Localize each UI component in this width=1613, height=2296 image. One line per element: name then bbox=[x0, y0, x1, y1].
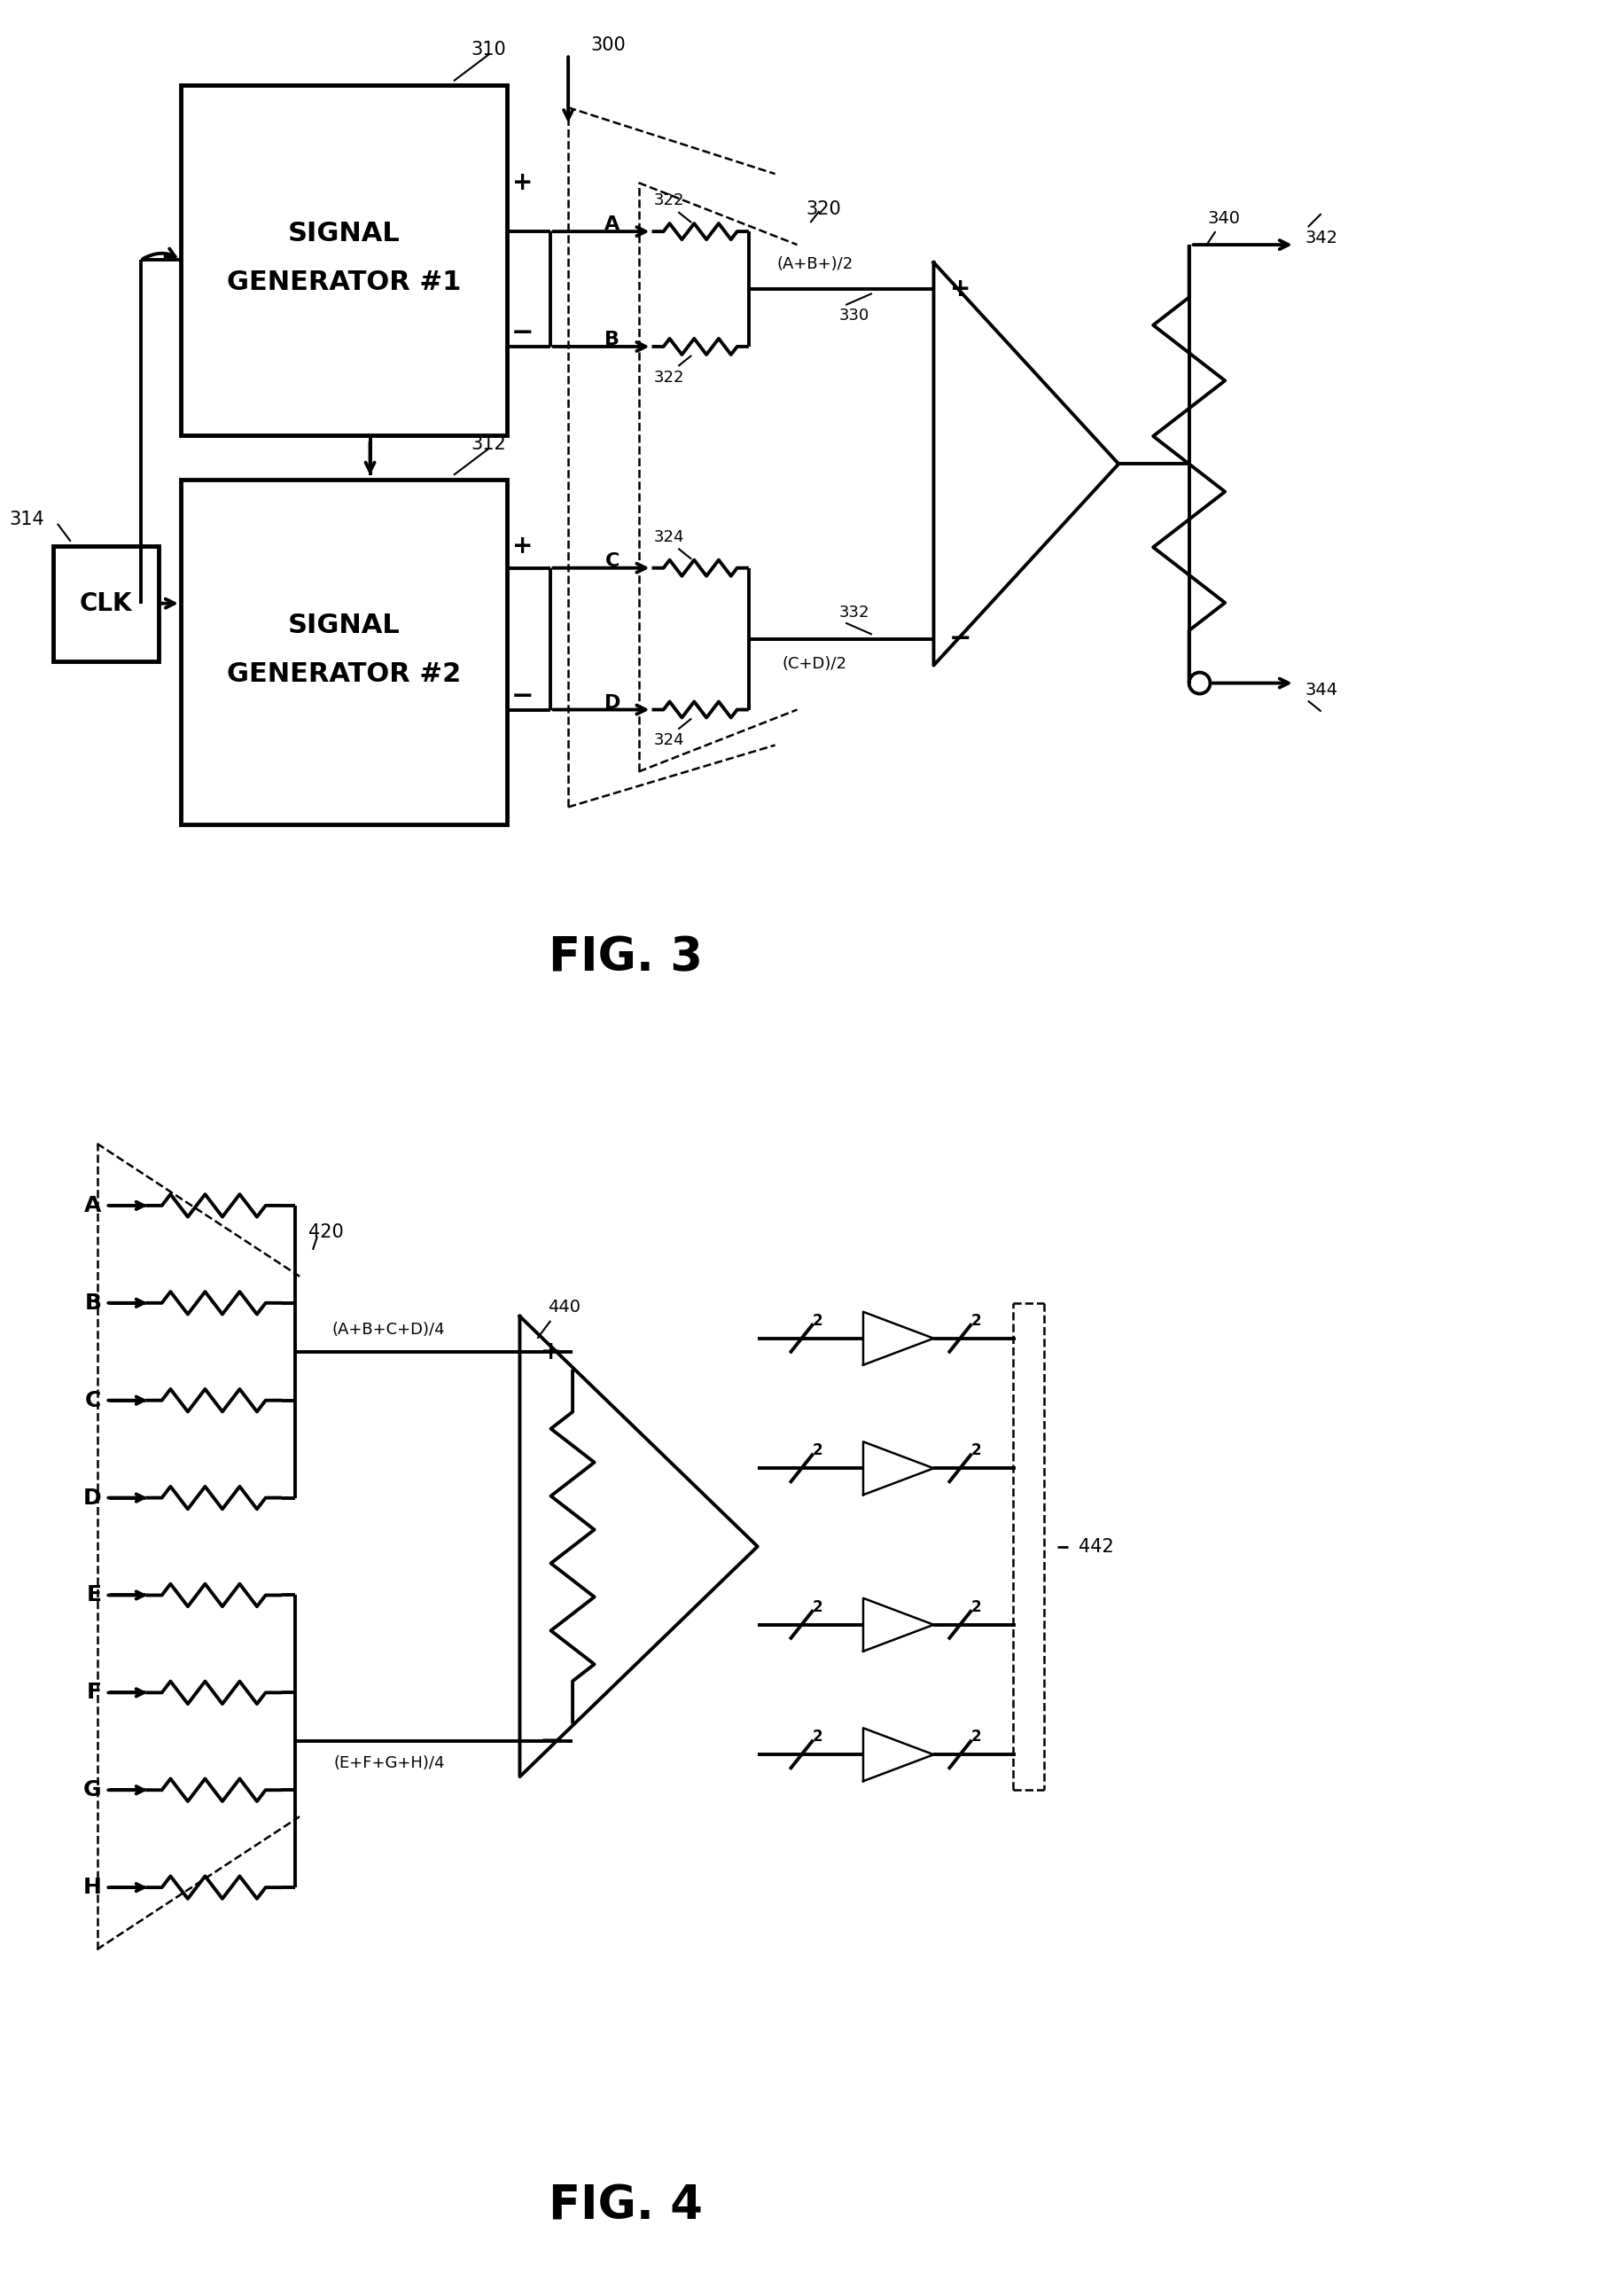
Text: F: F bbox=[87, 1683, 102, 1704]
Text: 2: 2 bbox=[971, 1729, 981, 1745]
Text: E: E bbox=[87, 1584, 102, 1605]
Text: C: C bbox=[85, 1389, 102, 1412]
Text: 2: 2 bbox=[813, 1313, 823, 1329]
Text: (A+B+)/2: (A+B+)/2 bbox=[776, 257, 853, 273]
Text: C: C bbox=[605, 551, 619, 569]
Text: 322: 322 bbox=[655, 193, 686, 209]
Bar bbox=[181, 480, 506, 824]
Text: 300: 300 bbox=[590, 37, 626, 55]
Text: G: G bbox=[84, 1779, 102, 1800]
Text: GENERATOR #1: GENERATOR #1 bbox=[226, 269, 461, 296]
Bar bbox=[53, 546, 158, 661]
Text: 2: 2 bbox=[813, 1598, 823, 1614]
Text: −: − bbox=[511, 321, 534, 347]
Text: (E+F+G+H)/4: (E+F+G+H)/4 bbox=[334, 1756, 445, 1773]
Text: −: − bbox=[539, 1729, 561, 1754]
Text: 320: 320 bbox=[806, 200, 842, 218]
Text: SIGNAL: SIGNAL bbox=[287, 613, 400, 638]
Text: 324: 324 bbox=[655, 528, 686, 544]
Text: A: A bbox=[605, 216, 619, 234]
Text: B: B bbox=[84, 1293, 102, 1313]
Text: 312: 312 bbox=[471, 436, 506, 452]
Text: 342: 342 bbox=[1305, 230, 1337, 246]
Text: 2: 2 bbox=[971, 1442, 981, 1458]
Text: B: B bbox=[605, 331, 619, 349]
Text: D: D bbox=[605, 693, 621, 712]
Text: 440: 440 bbox=[547, 1300, 581, 1316]
Text: A: A bbox=[84, 1194, 102, 1217]
Text: D: D bbox=[84, 1488, 102, 1508]
Text: 2: 2 bbox=[813, 1729, 823, 1745]
Text: −: − bbox=[948, 627, 971, 652]
Text: +: + bbox=[511, 170, 532, 195]
Text: 310: 310 bbox=[471, 41, 506, 60]
Text: 2: 2 bbox=[971, 1598, 981, 1614]
Text: 332: 332 bbox=[839, 604, 869, 620]
Text: 2: 2 bbox=[971, 1313, 981, 1329]
Text: +: + bbox=[950, 276, 971, 301]
Text: 340: 340 bbox=[1208, 209, 1240, 227]
Text: 344: 344 bbox=[1305, 682, 1337, 698]
Text: (A+B+C+D)/4: (A+B+C+D)/4 bbox=[332, 1322, 445, 1339]
Text: 314: 314 bbox=[10, 510, 44, 528]
Text: +: + bbox=[511, 533, 532, 558]
Text: SIGNAL: SIGNAL bbox=[287, 220, 400, 246]
Text: 324: 324 bbox=[655, 732, 686, 748]
Text: 330: 330 bbox=[839, 308, 869, 324]
Text: CLK: CLK bbox=[79, 590, 132, 615]
Text: 442: 442 bbox=[1079, 1538, 1115, 1554]
Text: −: − bbox=[511, 684, 534, 709]
Text: (C+D)/2: (C+D)/2 bbox=[782, 657, 847, 673]
Bar bbox=[181, 85, 506, 436]
Text: FIG. 4: FIG. 4 bbox=[548, 2183, 703, 2229]
Text: +: + bbox=[540, 1339, 561, 1364]
Text: 420: 420 bbox=[308, 1224, 344, 1242]
Text: GENERATOR #2: GENERATOR #2 bbox=[226, 661, 461, 687]
Text: 2: 2 bbox=[813, 1442, 823, 1458]
Text: FIG. 3: FIG. 3 bbox=[548, 934, 703, 980]
Text: H: H bbox=[82, 1876, 102, 1899]
Text: 322: 322 bbox=[655, 370, 686, 386]
